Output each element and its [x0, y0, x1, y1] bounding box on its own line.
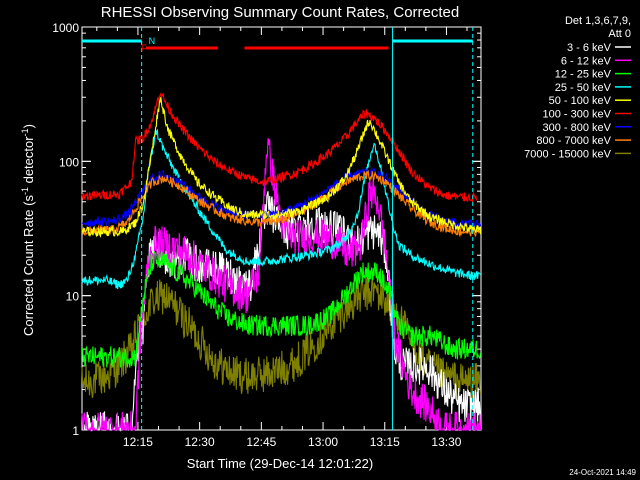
x-tick-label: 12:30 — [185, 435, 215, 449]
legend-label: 300 - 800 keV — [543, 122, 612, 134]
plot-axes — [81, 26, 482, 431]
legend-label: 50 - 100 keV — [549, 95, 612, 107]
series-line-4 — [81, 96, 482, 238]
legend-label: 25 - 50 keV — [555, 82, 612, 94]
series-layer — [81, 91, 482, 432]
x-tick-label: 13:30 — [431, 435, 461, 449]
y-axis-label-sup2: -1 — [20, 128, 30, 136]
y-axis-label: Corrected Count Rate (s-1 detector-1) — [20, 124, 36, 336]
y-tick-label: 10 — [66, 290, 80, 304]
series-line-1 — [81, 138, 482, 432]
y-tick-label: 1000 — [52, 21, 79, 35]
chart-title: RHESSI Observing Summary Count Rates, Co… — [101, 4, 459, 21]
y-axis-label-mid: detector — [21, 136, 36, 187]
legend-label: 3 - 6 keV — [567, 42, 612, 54]
series-line-7 — [81, 169, 481, 238]
legend-label: 12 - 25 keV — [555, 69, 612, 81]
flag-label-N: N — [149, 36, 156, 46]
y-tick-label: 100 — [59, 155, 79, 169]
x-tick-label: 13:00 — [308, 435, 338, 449]
y-axis-label-end: ) — [21, 124, 36, 128]
y-tick-label: 1 — [72, 424, 79, 438]
legend-label: 800 - 7000 keV — [536, 135, 611, 147]
overlay-layer: FN — [82, 27, 474, 430]
x-tick-label: 13:15 — [370, 435, 400, 449]
legend-label: 6 - 12 keV — [561, 55, 612, 67]
series-line-2 — [81, 249, 482, 368]
legend-header-line-2: Att 0 — [608, 28, 631, 40]
series-line-8 — [81, 274, 482, 400]
y-axis-label-sup1: -1 — [20, 187, 30, 195]
flag-label-F: F — [141, 43, 147, 53]
footer-timestamp: 24-Oct-2021 14:49 — [569, 468, 636, 477]
legend-header-line-1: Det 1,3,6,7,9, — [565, 15, 631, 27]
y-tick-labels: 1000 100 10 1 — [52, 21, 79, 438]
y-axis-label-main: Corrected Count Rate (s — [21, 195, 36, 336]
legend-label: 7000 - 15000 keV — [524, 148, 612, 160]
legend-label: 100 - 300 keV — [543, 109, 612, 121]
x-tick-label: 12:45 — [246, 435, 276, 449]
x-tick-labels: 12:15 12:30 12:45 13:00 13:15 13:30 — [123, 435, 462, 449]
x-axis-label: Start Time (29-Dec-14 12:01:22) — [187, 456, 373, 471]
x-tick-label: 12:15 — [123, 435, 153, 449]
series-line-5 — [81, 91, 478, 204]
